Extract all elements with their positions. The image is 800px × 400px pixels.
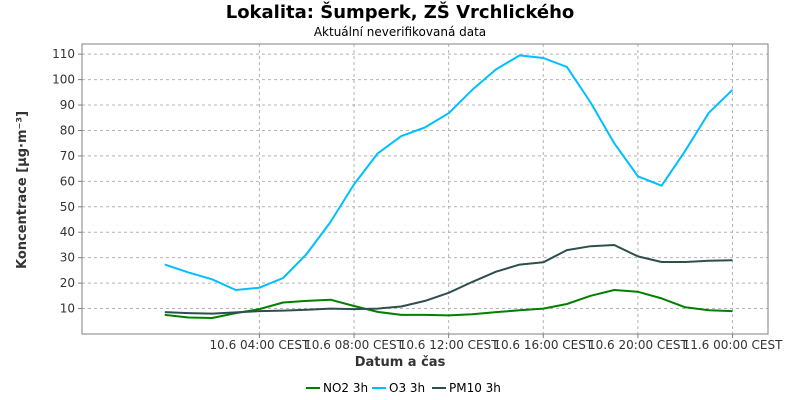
series-line-3 [164,244,733,315]
y-tick-label: 60 [60,174,75,188]
x-axis-label: Datum a čas [355,355,446,370]
y-tick-label: 30 [60,251,75,265]
y-tick-label: 110 [52,47,75,61]
x-tick-label: 11.6 00:00 CEST [683,338,784,352]
x-tick-label: 10.6 04:00 CEST [209,338,310,352]
legend-item: PM10 3h [432,381,501,395]
legend-item: NO2 3h [306,381,368,395]
x-tick-label: 10.6 12:00 CEST [399,338,500,352]
y-axis-ticks: 10 20 30 40 50 60 70 80 90 100 110 [52,47,82,316]
chart-title: Lokalita: Šumperk, ZŠ Vrchlického [226,1,575,23]
y-tick-label: 10 [60,302,75,316]
y-tick-label: 70 [60,149,75,163]
y-tick-label: 50 [60,200,75,214]
x-tick-label: 10.6 16:00 CEST [493,338,594,352]
y-tick-label: 90 [60,98,75,112]
legend-label: PM10 3h [449,381,501,395]
chart-subtitle: Aktuální neverifikovaná data [314,25,486,39]
x-tick-label: 10.6 20:00 CEST [588,338,689,352]
legend-label: NO2 3h [323,381,368,395]
x-tick-label: 10.6 08:00 CEST [304,338,405,352]
y-axis-label: Koncentrace [µg·m⁻³] [15,111,30,269]
y-tick-label: 40 [60,225,75,239]
legend-label: O3 3h [389,381,425,395]
series-layer [164,54,734,319]
series-line-2 [164,54,734,291]
y-tick-label: 100 [52,73,75,87]
plot-frame [81,43,769,335]
legend: NO2 3h O3 3h PM10 3h [306,381,501,395]
grid [82,44,768,334]
y-tick-label: 80 [60,123,75,137]
legend-item: O3 3h [372,381,425,395]
series-line-1 [164,289,733,319]
y-tick-label: 20 [60,276,75,290]
